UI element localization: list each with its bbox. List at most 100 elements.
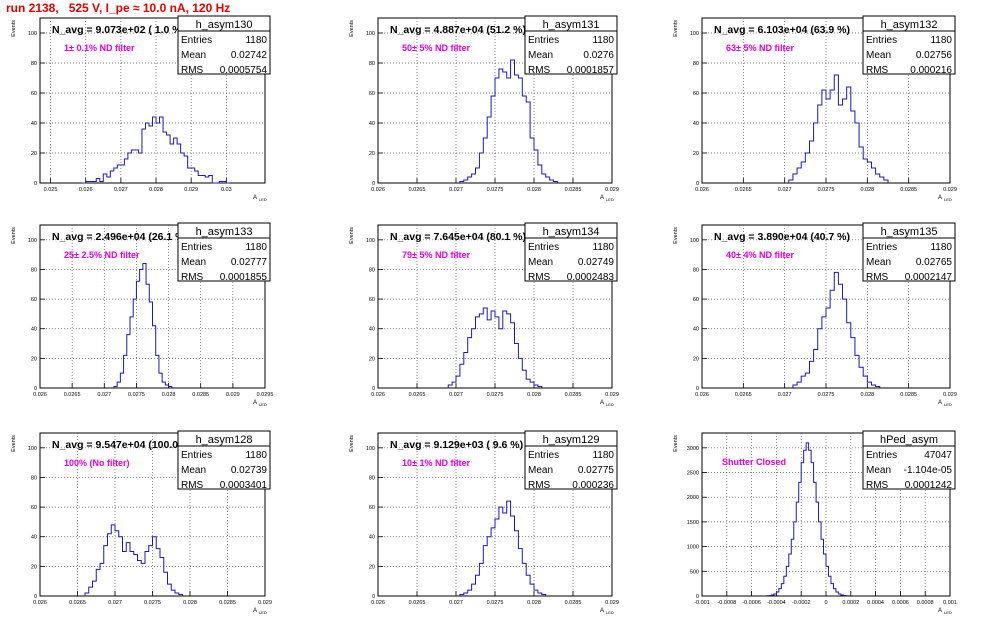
x-tick-label: -0.0006 bbox=[742, 600, 761, 606]
stat-value: 0.000236 bbox=[572, 480, 614, 491]
navg-label: N_avg = 2.496e+04 (26.1 %) bbox=[52, 231, 188, 243]
stat-value: 0.0005754 bbox=[220, 65, 268, 76]
histogram-line bbox=[459, 500, 547, 596]
x-tick-label: 0.028 bbox=[183, 600, 197, 606]
y-tick-label: 60 bbox=[369, 91, 375, 97]
filter-label: 10± 1% ND filter bbox=[402, 458, 470, 468]
x-tick-label: 0.029 bbox=[605, 392, 619, 398]
x-tick-label: 0.0265 bbox=[735, 392, 752, 398]
y-tick-label: 20 bbox=[31, 151, 37, 157]
y-tick-label: 2000 bbox=[687, 495, 699, 501]
stat-label: RMS bbox=[528, 480, 551, 491]
x-tick-label: 0.001 bbox=[943, 600, 957, 606]
y-axis-label: Events bbox=[11, 227, 17, 244]
stat-value: 0.02777 bbox=[231, 257, 268, 268]
x-tick-label: 0.027 bbox=[449, 392, 463, 398]
x-tick-label: -0.001 bbox=[694, 600, 710, 606]
x-axis-label-sub: LED bbox=[259, 402, 267, 407]
x-tick-label: 0.0285 bbox=[565, 600, 582, 606]
stat-value: 1180 bbox=[930, 35, 952, 46]
y-tick-label: 0 bbox=[372, 594, 375, 600]
y-tick-label: 40 bbox=[693, 327, 699, 333]
stat-label: RMS bbox=[181, 272, 204, 283]
x-tick-label: 0.0265 bbox=[69, 600, 86, 606]
filter-label: 63± 5% ND filter bbox=[726, 43, 794, 53]
stat-value: 0.000216 bbox=[910, 65, 952, 76]
x-tick-label: 0.0275 bbox=[818, 392, 835, 398]
x-tick-label: 0.026 bbox=[371, 187, 385, 193]
filter-label: 50± 5% ND filter bbox=[402, 43, 470, 53]
y-tick-label: 20 bbox=[369, 151, 375, 157]
stats-box bbox=[177, 15, 271, 75]
navg-label: N_avg = 9.073e+02 ( 1.0 %) bbox=[52, 24, 185, 36]
y-tick-label: 0 bbox=[34, 386, 37, 392]
stat-label: Mean bbox=[866, 465, 891, 476]
y-axis-label: Events bbox=[349, 435, 355, 452]
histogram-name: h_asym128 bbox=[196, 434, 253, 446]
x-axis-label: A bbox=[253, 400, 257, 406]
histogram-line bbox=[447, 307, 543, 388]
stat-label: Mean bbox=[866, 50, 891, 61]
y-tick-label: 0 bbox=[696, 181, 699, 187]
stat-value: 1180 bbox=[592, 242, 614, 253]
histogram-line bbox=[113, 263, 173, 388]
stat-value: 0.0001242 bbox=[905, 480, 953, 491]
y-axis-label: Events bbox=[673, 227, 679, 244]
x-tick-label: 0.029 bbox=[943, 392, 957, 398]
x-tick-label: 0.0285 bbox=[192, 392, 209, 398]
stat-label: RMS bbox=[866, 272, 889, 283]
x-tick-label: 0.027 bbox=[449, 600, 463, 606]
stat-value: 0.0002147 bbox=[905, 272, 953, 283]
y-tick-label: 80 bbox=[693, 267, 699, 273]
stat-value: 0.02765 bbox=[916, 257, 953, 268]
y-tick-label: 500 bbox=[690, 569, 699, 575]
histogram-line bbox=[792, 271, 881, 388]
histogram-line bbox=[84, 524, 183, 596]
stat-label: Mean bbox=[528, 50, 553, 61]
panel-h_asym131: 0.026 0.0265 0.027 0.0275 0.028 0.0285 0.029 0 2… bbox=[349, 15, 619, 202]
x-tick-label: 0.026 bbox=[33, 392, 47, 398]
x-tick-label: 0.028 bbox=[149, 187, 163, 193]
y-axis-label: Events bbox=[673, 20, 679, 37]
histogram-line bbox=[82, 116, 230, 184]
histogram-name: h_asym135 bbox=[881, 226, 938, 238]
x-tick-label: 0.028 bbox=[860, 392, 874, 398]
navg-label: N_avg = 3.890e+04 (40.7 %) bbox=[714, 231, 850, 243]
y-tick-label: 80 bbox=[31, 61, 37, 67]
x-tick-label: 0.029 bbox=[605, 187, 619, 193]
stat-label: RMS bbox=[528, 65, 551, 76]
panel-h_asym135: 0.026 0.0265 0.027 0.0275 0.028 0.0285 0.029 0 2… bbox=[673, 222, 957, 407]
stat-value: 0.02742 bbox=[231, 50, 268, 61]
stat-label: Entries bbox=[866, 242, 897, 253]
x-tick-label: 0.027 bbox=[778, 187, 792, 193]
x-tick-label: 0.0285 bbox=[900, 187, 917, 193]
stat-value: 0.0002483 bbox=[567, 272, 615, 283]
y-tick-label: 80 bbox=[369, 475, 375, 481]
stat-value: 1180 bbox=[592, 35, 614, 46]
x-axis-label-sub: LED bbox=[606, 610, 614, 615]
x-tick-label: 0.028 bbox=[527, 187, 541, 193]
stat-value: -1.104e-05 bbox=[904, 465, 953, 476]
stat-value: 1180 bbox=[592, 450, 614, 461]
stat-label: Entries bbox=[181, 242, 212, 253]
histogram-line bbox=[788, 74, 889, 183]
y-tick-label: 100 bbox=[366, 238, 375, 244]
y-tick-label: 100 bbox=[690, 31, 699, 37]
y-tick-label: 80 bbox=[693, 61, 699, 67]
x-tick-label: 0.03 bbox=[221, 187, 232, 193]
panel-h_asym129: 0.026 0.0265 0.027 0.0275 0.028 0.0285 0.029 0 2… bbox=[349, 430, 619, 615]
y-tick-label: 0 bbox=[34, 594, 37, 600]
y-tick-label: 0 bbox=[372, 386, 375, 392]
x-tick-label: 0.0295 bbox=[257, 392, 274, 398]
y-tick-label: 100 bbox=[28, 238, 37, 244]
x-axis-label-sub: LED bbox=[606, 402, 614, 407]
x-tick-label: 0.0004 bbox=[867, 600, 884, 606]
x-tick-label: 0.0285 bbox=[565, 187, 582, 193]
y-tick-label: 0 bbox=[372, 181, 375, 187]
x-tick-label: 0.027 bbox=[778, 392, 792, 398]
x-tick-label: 0.028 bbox=[162, 392, 176, 398]
stat-value: 1180 bbox=[245, 35, 267, 46]
y-tick-label: 40 bbox=[31, 535, 37, 541]
